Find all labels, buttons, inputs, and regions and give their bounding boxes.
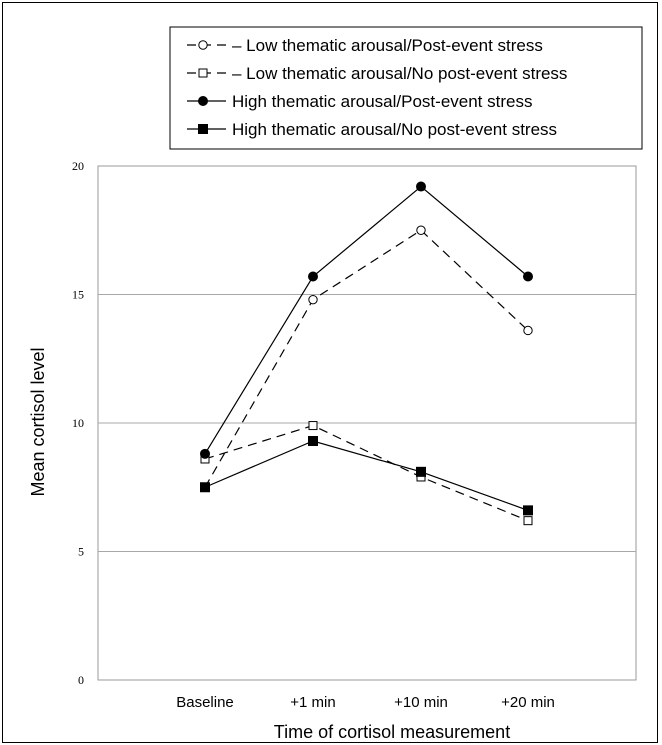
- y-tick-label: 20: [72, 159, 84, 173]
- legend-label: – Low thematic arousal/Post-event stress: [232, 36, 543, 55]
- data-point: [523, 516, 533, 526]
- data-point: [416, 466, 426, 477]
- data-point: [523, 271, 533, 282]
- legend: – Low thematic arousal/Post-event stress…: [169, 26, 643, 150]
- legend-label: – Low thematic arousal/No post-event str…: [232, 64, 567, 83]
- data-point: [416, 181, 426, 192]
- legend-marker: [198, 40, 208, 50]
- series-line: [204, 185, 529, 455]
- x-tick-label: +1 min: [290, 694, 335, 711]
- x-tick-label: Baseline: [176, 694, 234, 711]
- x-tick-label: +20 min: [501, 694, 555, 711]
- x-tick-label: +10 min: [394, 694, 448, 711]
- data-point: [308, 294, 318, 305]
- data-point: [200, 482, 210, 493]
- data-point: [200, 448, 210, 459]
- x-axis-label: Time of cortisol measurement: [274, 722, 510, 742]
- legend-marker: [198, 68, 208, 78]
- series-line: [204, 440, 529, 511]
- y-tick-label: 10: [72, 416, 84, 430]
- data-point: [308, 435, 318, 446]
- legend-label: High thematic arousal/Post-event stress: [232, 92, 532, 111]
- data-point: [308, 271, 318, 282]
- series-line: [204, 229, 529, 488]
- legend-label: High thematic arousal/No post-event stre…: [232, 120, 557, 139]
- data-point: [308, 421, 318, 431]
- data-point: [523, 505, 533, 516]
- series-line: [204, 424, 529, 522]
- legend-box: [169, 26, 643, 150]
- y-tick-label: 15: [72, 288, 84, 302]
- y-axis-label: Mean cortisol level: [28, 347, 48, 496]
- legend-marker: [198, 96, 208, 106]
- data-point: [416, 225, 426, 235]
- data-point: [523, 325, 533, 336]
- legend-marker: [198, 124, 208, 134]
- plot-area: 0 5 10 15 20 Baseline +1 min +10 min +20 min: [72, 159, 637, 711]
- y-tick-label: 0: [78, 673, 84, 687]
- y-tick-label: 5: [78, 545, 84, 559]
